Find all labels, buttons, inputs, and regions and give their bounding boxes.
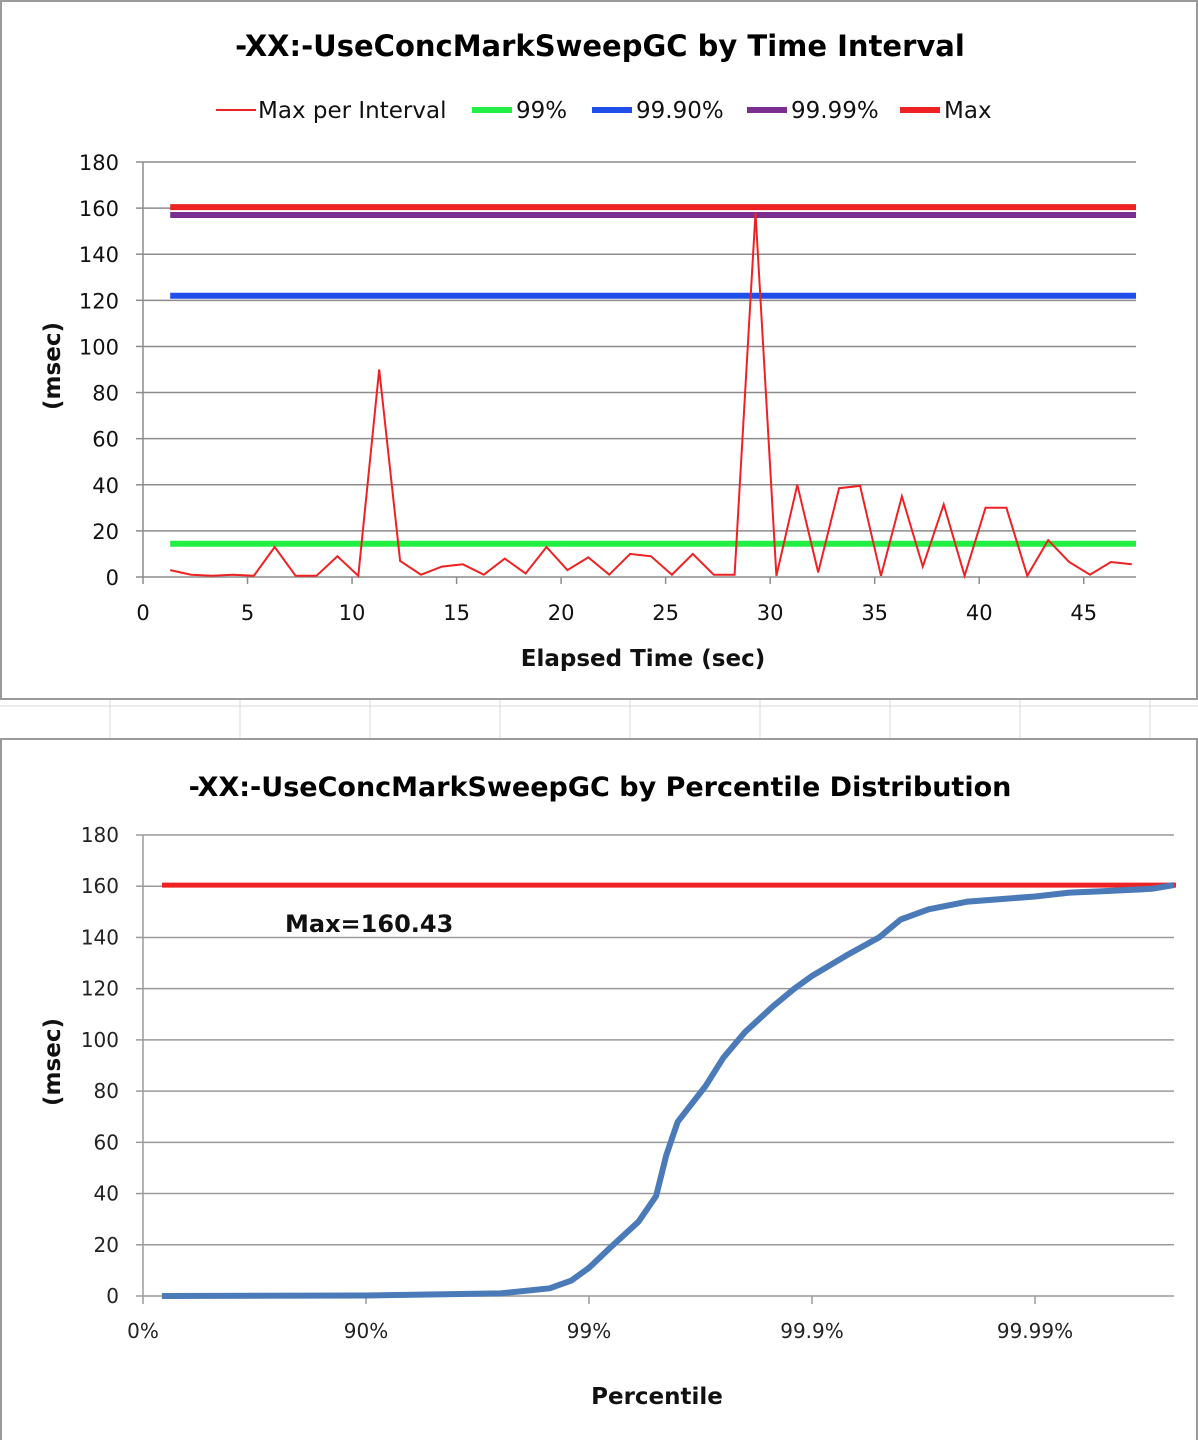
legend-label: Max per Interval — [258, 98, 446, 124]
chart1-x-tick-label: 35 — [861, 601, 888, 625]
chart1-x-axis-label: Elapsed Time (sec) — [521, 646, 765, 672]
chart2-x-tick-label: 99% — [567, 1319, 611, 1343]
chart2-y-tick-label: 160 — [81, 874, 119, 898]
chart1-y-axis-label: (msec) — [40, 322, 66, 410]
chart2-y-tick-label: 0 — [106, 1284, 119, 1308]
chart1-x-tick-label: 10 — [339, 601, 366, 625]
legend-label: 99% — [516, 98, 567, 124]
chart1-y-tick-label: 20 — [92, 520, 119, 544]
chart1-x-tick-label: 30 — [757, 601, 784, 625]
chart1-x-tick-label: 0 — [136, 601, 149, 625]
chart2-y-tick-label: 40 — [94, 1182, 119, 1206]
chart2-x-ticks: 0% 90% 99% 99.9% 99.99% — [127, 1319, 1073, 1343]
chart2-x-tick-label: 90% — [344, 1319, 388, 1343]
chart1-y-tick-label: 60 — [92, 428, 119, 452]
chart2-y-ticks: 0 20 40 60 80 100 120 140 160 180 — [81, 823, 119, 1308]
chart1-y-tick-label: 180 — [79, 151, 119, 175]
chart2-x-tick-label: 0% — [127, 1319, 159, 1343]
spreadsheet-gap — [0, 700, 1198, 738]
chart2-y-tick-label: 60 — [94, 1130, 119, 1154]
chart2-x-axis-label: Percentile — [591, 1384, 723, 1410]
legend-label: Max — [944, 98, 992, 124]
chart2-series — [161, 882, 1176, 1299]
chart1-x-tick-label: 15 — [443, 601, 470, 625]
chart2-gridlines — [136, 834, 1174, 1304]
chart1-y-tick-label: 80 — [92, 382, 119, 406]
chart1-y-tick-label: 100 — [79, 335, 119, 359]
chart1-x-tick-label: 20 — [548, 601, 575, 625]
chart2-x-tick-label: 99.99% — [997, 1319, 1073, 1343]
chart1-title: -XX:-UseConcMarkSweepGC by Time Interval — [235, 29, 965, 63]
chart1-series-max-per-interval — [169, 212, 1132, 580]
chart2-y-tick-label: 20 — [94, 1233, 119, 1257]
chart1-x-tick-label: 45 — [1070, 601, 1097, 625]
chart1-gridlines — [136, 161, 1136, 584]
chart2-y-axis-label: (msec) — [40, 1018, 66, 1106]
percentile-chart: -XX:-UseConcMarkSweepGC by Percentile Di… — [40, 772, 1176, 1410]
time-interval-chart-panel: -XX:-UseConcMarkSweepGC by Time Interval… — [0, 0, 1198, 700]
chart2-x-tick-label: 99.9% — [780, 1319, 844, 1343]
legend-label: 99.90% — [636, 98, 724, 124]
chart1-x-tick-label: 40 — [966, 601, 993, 625]
chart1-x-ticks: 0 5 10 15 20 25 30 35 40 45 — [136, 601, 1097, 625]
chart1-y-tick-label: 0 — [106, 566, 119, 590]
max-annotation: Max=160.43 — [285, 910, 453, 938]
chart1-y-tick-label: 160 — [79, 197, 119, 221]
chart2-title: -XX:-UseConcMarkSweepGC by Percentile Di… — [189, 772, 1012, 803]
chart2-y-tick-label: 80 — [94, 1079, 119, 1103]
time-interval-chart: -XX:-UseConcMarkSweepGC by Time Interval… — [40, 29, 1136, 672]
chart1-legend: Max per Interval 99% 99.90% 99.99% Max — [216, 98, 992, 124]
chart1-y-tick-label: 40 — [92, 474, 119, 498]
chart2-y-tick-label: 140 — [81, 925, 119, 949]
chart2-y-tick-label: 120 — [81, 977, 119, 1001]
chart1-series — [169, 204, 1136, 580]
chart2-y-tick-label: 100 — [81, 1028, 119, 1052]
chart1-y-ticks: 0 20 40 60 80 100 120 140 160 180 — [79, 151, 119, 590]
chart2-percentile-curve — [161, 882, 1175, 1299]
chart1-y-tick-label: 140 — [79, 243, 119, 267]
percentile-chart-panel: -XX:-UseConcMarkSweepGC by Percentile Di… — [0, 738, 1198, 1440]
chart2-y-tick-label: 180 — [81, 823, 119, 847]
legend-label: 99.99% — [791, 98, 879, 124]
spreadsheet-gridlines — [0, 700, 1198, 738]
chart1-y-tick-label: 120 — [79, 289, 119, 313]
chart1-x-tick-label: 5 — [241, 601, 254, 625]
chart1-x-tick-label: 25 — [652, 601, 679, 625]
